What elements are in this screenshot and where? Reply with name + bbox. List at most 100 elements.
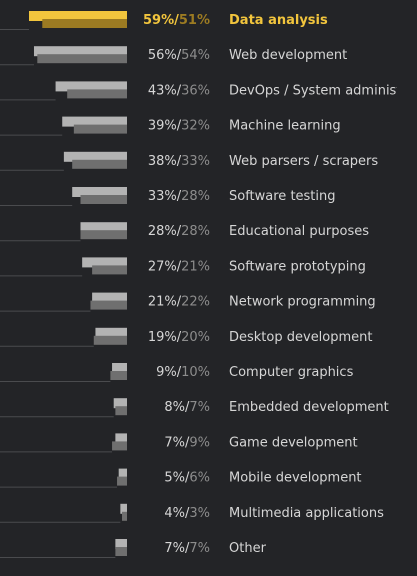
category-label: Multimedia applications xyxy=(229,506,384,521)
bar-series-1 xyxy=(62,116,128,127)
bar-series-1 xyxy=(33,46,128,57)
bar-series-2 xyxy=(42,19,128,28)
bar-row: 19%/20% Desktop development xyxy=(0,327,373,347)
value-series-2: 28% xyxy=(181,189,210,204)
value-series-1: 27%/ xyxy=(148,259,182,274)
bar-row: 38%/33% Web parsers / scrapers xyxy=(0,151,378,171)
value-series-1: 21%/ xyxy=(148,295,182,310)
category-label: Data analysis xyxy=(229,13,328,28)
value-label: 28%/28% xyxy=(148,224,210,239)
bar-row: 43%/36% DevOps / System administration xyxy=(0,81,397,101)
value-series-1: 19%/ xyxy=(148,330,182,345)
bar-row: 21%/22% Network programming xyxy=(0,292,376,312)
bar-row: 9%/10% Computer graphics xyxy=(0,363,354,382)
value-series-2: 22% xyxy=(181,295,210,310)
value-series-2: 10% xyxy=(181,365,210,380)
category-label: Computer graphics xyxy=(229,365,354,380)
value-series-1: 33%/ xyxy=(148,189,182,204)
bar-series-1 xyxy=(95,327,127,338)
bar-row: 8%/7% Embedded development xyxy=(0,398,389,418)
bar-series-2 xyxy=(72,159,127,169)
bar-series-2 xyxy=(37,54,127,64)
value-label: 33%/28% xyxy=(148,189,210,204)
category-label: Other xyxy=(229,541,267,556)
bar-row: 4%/3% Multimedia applications xyxy=(0,503,384,523)
bar-series-2 xyxy=(80,230,127,240)
bar-series-1 xyxy=(112,363,127,373)
value-series-2: 7% xyxy=(189,400,210,415)
bar-series-2 xyxy=(73,124,127,134)
bar-series-2 xyxy=(90,300,127,310)
value-series-2: 9% xyxy=(189,435,210,450)
value-series-1: 4%/ xyxy=(164,506,190,521)
value-series-1: 43%/ xyxy=(148,83,182,98)
bar-series-2 xyxy=(115,547,127,556)
bar-series-2 xyxy=(122,511,127,521)
value-series-1: 5%/ xyxy=(164,471,190,486)
category-label: Web development xyxy=(229,48,347,63)
bar-series-1 xyxy=(113,398,127,409)
value-label: 19%/20% xyxy=(148,330,210,345)
category-label: Web parsers / scrapers xyxy=(229,154,378,169)
value-series-1: 56%/ xyxy=(148,48,182,63)
value-series-2: 54% xyxy=(181,48,210,63)
bar-series-2 xyxy=(92,265,127,275)
category-label: Software prototyping xyxy=(229,259,366,274)
bar-row: 56%/54% Web development xyxy=(0,46,347,66)
value-series-1: 39%/ xyxy=(148,119,182,134)
bar-series-1 xyxy=(115,539,127,549)
bar-row: 59%/51% Data analysis xyxy=(0,11,328,30)
bar-series-1 xyxy=(120,503,127,514)
bar-series-1 xyxy=(72,187,127,197)
category-label: Embedded development xyxy=(229,400,389,415)
value-series-2: 28% xyxy=(181,224,210,239)
value-series-1: 7%/ xyxy=(164,435,190,450)
bar-row: 7%/9% Game development xyxy=(0,433,358,453)
category-label: Machine learning xyxy=(229,119,341,134)
category-label: Desktop development xyxy=(229,330,373,345)
bar-series-1 xyxy=(63,151,127,162)
bar-series-2 xyxy=(110,371,127,380)
value-series-2: 33% xyxy=(181,154,210,169)
value-series-2: 6% xyxy=(189,471,210,486)
value-series-2: 3% xyxy=(189,506,210,521)
bar-series-2 xyxy=(93,335,127,345)
value-label: 7%/7% xyxy=(164,541,210,556)
value-series-1: 8%/ xyxy=(164,400,190,415)
value-label: 39%/32% xyxy=(148,119,210,134)
bar-series-2 xyxy=(67,89,127,99)
category-label: Educational purposes xyxy=(229,224,369,239)
value-label: 7%/9% xyxy=(164,435,210,450)
value-series-1: 7%/ xyxy=(164,541,190,556)
value-series-1: 59%/ xyxy=(143,13,179,28)
bar-row: 39%/32% Machine learning xyxy=(0,116,341,136)
category-label: Software testing xyxy=(229,189,336,204)
value-label: 9%/10% xyxy=(156,365,210,380)
value-series-2: 32% xyxy=(181,119,210,134)
category-label: Mobile development xyxy=(229,471,362,486)
bar-series-2 xyxy=(112,441,127,451)
value-label: 5%/6% xyxy=(164,471,210,486)
category-label: Game development xyxy=(229,435,358,450)
bar-series-2 xyxy=(80,195,127,204)
value-label: 27%/21% xyxy=(148,259,210,274)
value-label: 43%/36% xyxy=(148,83,210,98)
value-series-2: 20% xyxy=(181,330,210,345)
value-series-2: 21% xyxy=(181,259,210,274)
bar-series-1 xyxy=(82,257,127,268)
value-label: 59%/51% xyxy=(143,13,210,28)
bar-series-1 xyxy=(92,292,127,303)
value-series-2: 51% xyxy=(179,13,210,28)
bar-series-2 xyxy=(117,476,127,486)
bar-series-2 xyxy=(115,406,127,416)
bar-series-1 xyxy=(29,11,127,21)
bar-row: 7%/7% Other xyxy=(0,539,267,558)
bar-row: 5%/6% Mobile development xyxy=(0,468,362,488)
value-label: 56%/54% xyxy=(148,48,210,63)
value-series-1: 38%/ xyxy=(148,154,182,169)
value-series-1: 9%/ xyxy=(156,365,182,380)
value-label: 38%/33% xyxy=(148,154,210,169)
value-series-1: 28%/ xyxy=(148,224,182,239)
